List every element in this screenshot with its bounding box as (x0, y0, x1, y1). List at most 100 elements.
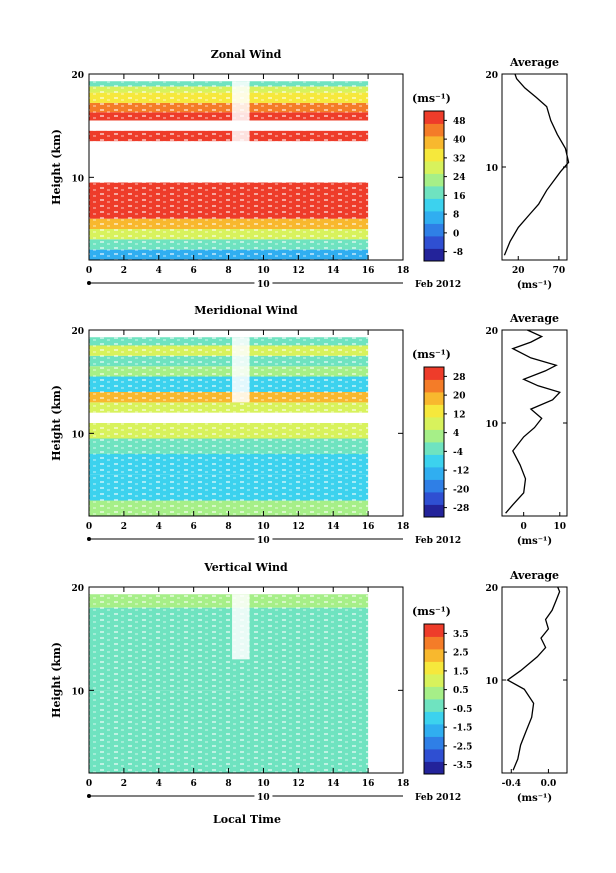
avg-x-tick-label: 0 (521, 522, 527, 532)
colorbar-tick-label: 20 (453, 392, 466, 402)
avg-x-tick-label: 0.0 (541, 779, 557, 789)
colorbar-tick-label: -4 (453, 448, 463, 458)
avg-profile-line (503, 73, 570, 256)
y-tick-label: 10 (71, 687, 84, 697)
colorbar-segment (424, 186, 444, 199)
date-label: Feb 2012 (415, 536, 461, 546)
date-day-bg (254, 277, 273, 288)
x-tick-label: 14 (327, 779, 340, 789)
x-tick-label: 14 (327, 522, 340, 532)
colorbar-segment (424, 236, 444, 249)
x-tick-label: 4 (156, 266, 162, 276)
colorbar-tick-label: -0.5 (453, 705, 472, 715)
x-tick-label: 2 (121, 266, 127, 276)
colorbar-segment (424, 504, 444, 518)
colorbar-segment (424, 148, 444, 162)
colorbar-tick-label: 40 (453, 136, 466, 146)
avg-title: Average (509, 312, 559, 325)
colorbar-tick-label: -2.5 (453, 742, 472, 752)
colorbar-segment (424, 173, 444, 187)
colorbar-segment (424, 649, 444, 662)
x-tick-label: 0 (86, 266, 92, 276)
x-tick-label: 8 (225, 266, 231, 276)
colorbar-unit: (ms⁻¹) (412, 605, 451, 618)
colorbar-tick-label: 8 (453, 211, 459, 221)
plot-frame (88, 73, 404, 261)
colorbar-segment (424, 454, 444, 468)
avg-y-tick-label: 10 (485, 677, 498, 687)
colorbar-segment (424, 417, 444, 430)
avg-y-tick-label: 10 (485, 164, 498, 174)
colorbar-tick-label: 3.5 (453, 630, 469, 640)
x-tick-label: 18 (397, 266, 410, 276)
x-tick-label: 6 (191, 266, 197, 276)
avg-title: Average (509, 56, 559, 69)
date-day-bg (254, 533, 273, 544)
x-tick-label: 2 (121, 779, 127, 789)
colorbar-segment (424, 736, 444, 750)
avg-x-label: (ms⁻¹) (517, 793, 552, 804)
colorbar-unit: (ms⁻¹) (412, 348, 451, 361)
x-tick-label: 16 (362, 779, 375, 789)
avg-x-tick-label: 70 (553, 266, 566, 276)
date-label: Feb 2012 (415, 793, 461, 803)
x-tick-label: 4 (156, 522, 162, 532)
heat-speckle (89, 594, 369, 773)
colorbar-frame (423, 623, 445, 775)
colorbar-tick-label: 0.5 (453, 686, 469, 696)
colorbar-segment (424, 686, 444, 700)
y-tick-label: 20 (71, 584, 84, 594)
colorbar-segment (424, 223, 444, 237)
x-tick-label: 16 (362, 266, 375, 276)
colorbar-tick-label: 4 (453, 429, 459, 439)
y-tick-label: 20 (71, 327, 84, 337)
colorbar-segment (424, 404, 444, 418)
colorbar-segment (424, 248, 444, 262)
colorbar-segment (424, 429, 444, 443)
x-tick-label: 12 (292, 266, 305, 276)
colorbar-segment (424, 492, 444, 505)
x-tick-label: 6 (191, 522, 197, 532)
avg-profile-line (505, 329, 562, 514)
colorbar-segment (424, 467, 444, 480)
colorbar-tick-label: -8 (453, 248, 463, 258)
x-tick-label: 2 (121, 522, 127, 532)
x-tick-label: 10 (257, 522, 270, 532)
x-tick-label: 12 (292, 522, 305, 532)
panel-1: Meridional Wind 0 2 4 6 8 10 12 14 16 18 20 10 Height… (50, 304, 568, 547)
colorbar-tick-label: -12 (453, 467, 469, 477)
colorbar-segment (424, 749, 444, 762)
x-axis-label: Local Time (213, 813, 281, 826)
avg-y-tick-label: 10 (485, 420, 498, 430)
x-tick-label: 8 (225, 779, 231, 789)
colorbar-segment (424, 198, 444, 212)
date-day: 10 (257, 793, 270, 803)
colorbar-tick-label: -1.5 (453, 724, 472, 734)
avg-title: Average (509, 569, 559, 582)
y-tick-label: 10 (71, 430, 84, 440)
colorbar-tick-label: 24 (453, 173, 466, 183)
panel-title: Meridional Wind (194, 304, 298, 317)
x-tick-label: 10 (257, 266, 270, 276)
avg-x-tick-label: 20 (512, 266, 525, 276)
avg-frame (501, 73, 568, 261)
x-tick-label: 4 (156, 779, 162, 789)
colorbar-tick-label: 28 (453, 373, 466, 383)
colorbar-segment (424, 136, 444, 149)
panel-title: Zonal Wind (211, 48, 282, 61)
date-marker (87, 281, 91, 285)
colorbar-tick-label: 32 (453, 154, 466, 164)
colorbar-segment (424, 211, 444, 224)
heat-speckle (89, 337, 369, 516)
colorbar-segment (424, 379, 444, 393)
colorbar-segment (424, 479, 444, 493)
colorbar-tick-label: -20 (453, 485, 469, 495)
x-tick-label: 12 (292, 779, 305, 789)
heat-speckle (89, 81, 369, 260)
colorbar-unit: (ms⁻¹) (412, 92, 451, 105)
colorbar-tick-label: -28 (453, 504, 469, 514)
colorbar-tick-label: 16 (453, 192, 466, 202)
colorbar-segment (424, 624, 444, 637)
colorbar-tick-label: 12 (453, 410, 466, 420)
x-tick-label: 0 (86, 779, 92, 789)
